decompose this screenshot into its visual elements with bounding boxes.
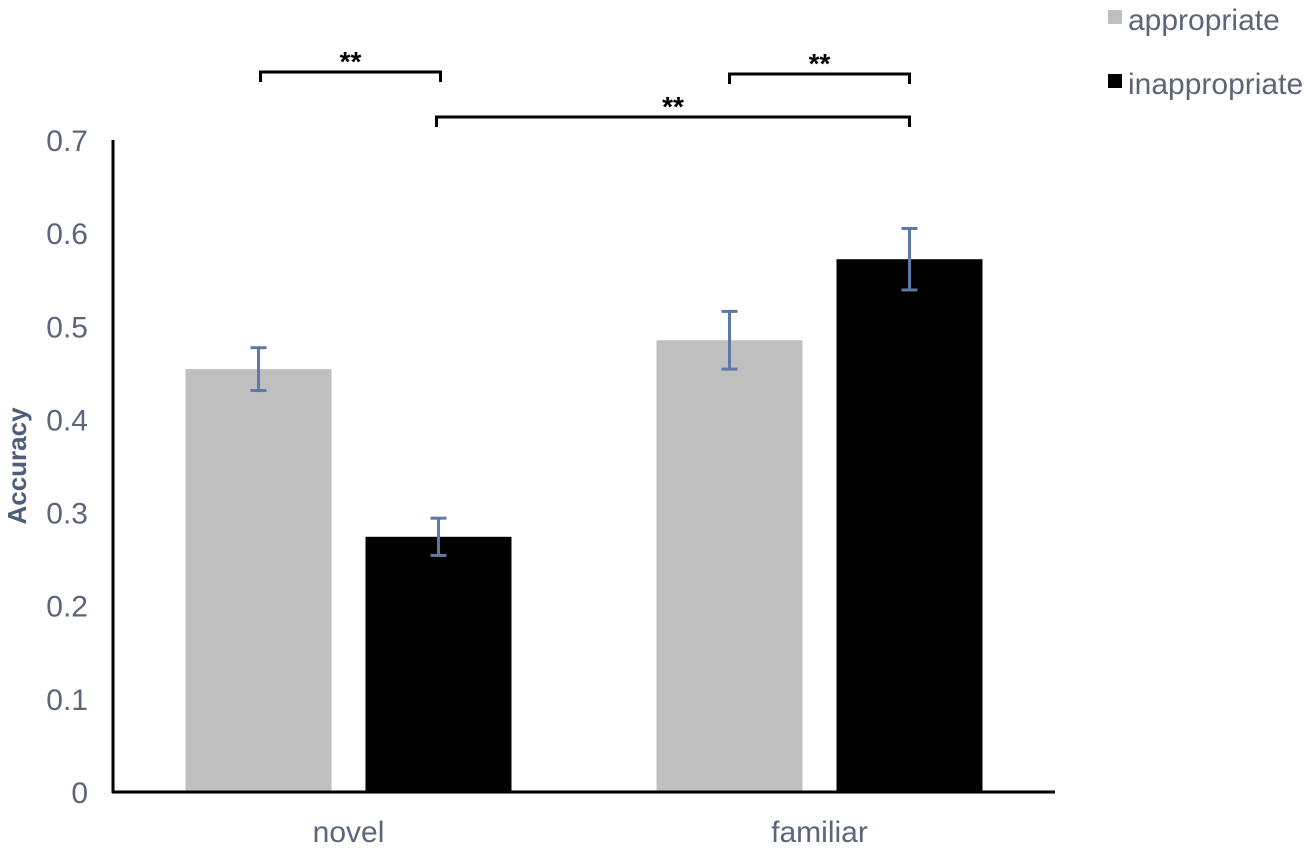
significance-label: ** <box>662 91 684 122</box>
bars-layer <box>185 259 983 792</box>
significance-bracket: ** <box>728 48 911 84</box>
legend-item-appropriate: appropriate <box>1108 4 1280 37</box>
legend: appropriate inappropriate <box>1108 4 1303 101</box>
bar-novel-appropriate <box>185 369 332 792</box>
legend-swatch <box>1108 74 1122 88</box>
error-bar-familiar-appropriate <box>721 309 738 371</box>
error-bars-layer <box>250 226 918 557</box>
legend-swatch <box>1108 10 1122 24</box>
y-tick-label: 0 <box>71 777 88 810</box>
significance-brackets: ** ** ** <box>259 46 911 127</box>
error-bar-novel-appropriate <box>250 346 267 393</box>
y-tick-label: 0.4 <box>46 404 88 437</box>
y-axis-title: Accuracy <box>2 407 32 525</box>
x-category-labels: novel familiar <box>313 816 868 849</box>
y-tick-label: 0.5 <box>46 311 88 344</box>
y-tick-label: 0.7 <box>46 125 88 158</box>
y-tick-label: 0.1 <box>46 684 88 717</box>
x-category-label: familiar <box>771 816 868 849</box>
error-bar-novel-inappropriate <box>430 516 447 557</box>
legend-label: inappropriate <box>1128 68 1303 101</box>
y-tick-label: 0.3 <box>46 498 88 531</box>
significance-label: ** <box>340 46 362 77</box>
y-tick-label: 0.2 <box>46 591 88 624</box>
significance-bracket: ** <box>435 91 911 127</box>
significance-label: ** <box>809 48 831 79</box>
bar-familiar-inappropriate <box>836 259 983 792</box>
y-tick-labels: 0 0.1 0.2 0.3 0.4 0.5 0.6 0.7 <box>46 125 88 810</box>
x-category-label: novel <box>313 816 385 849</box>
legend-item-inappropriate: inappropriate <box>1108 68 1303 101</box>
bar-familiar-appropriate <box>656 340 803 792</box>
legend-label: appropriate <box>1128 4 1280 37</box>
bar-novel-inappropriate <box>365 536 512 792</box>
y-tick-label: 0.6 <box>46 218 88 251</box>
error-bar-familiar-inappropriate <box>901 226 918 292</box>
significance-bracket: ** <box>259 46 442 82</box>
